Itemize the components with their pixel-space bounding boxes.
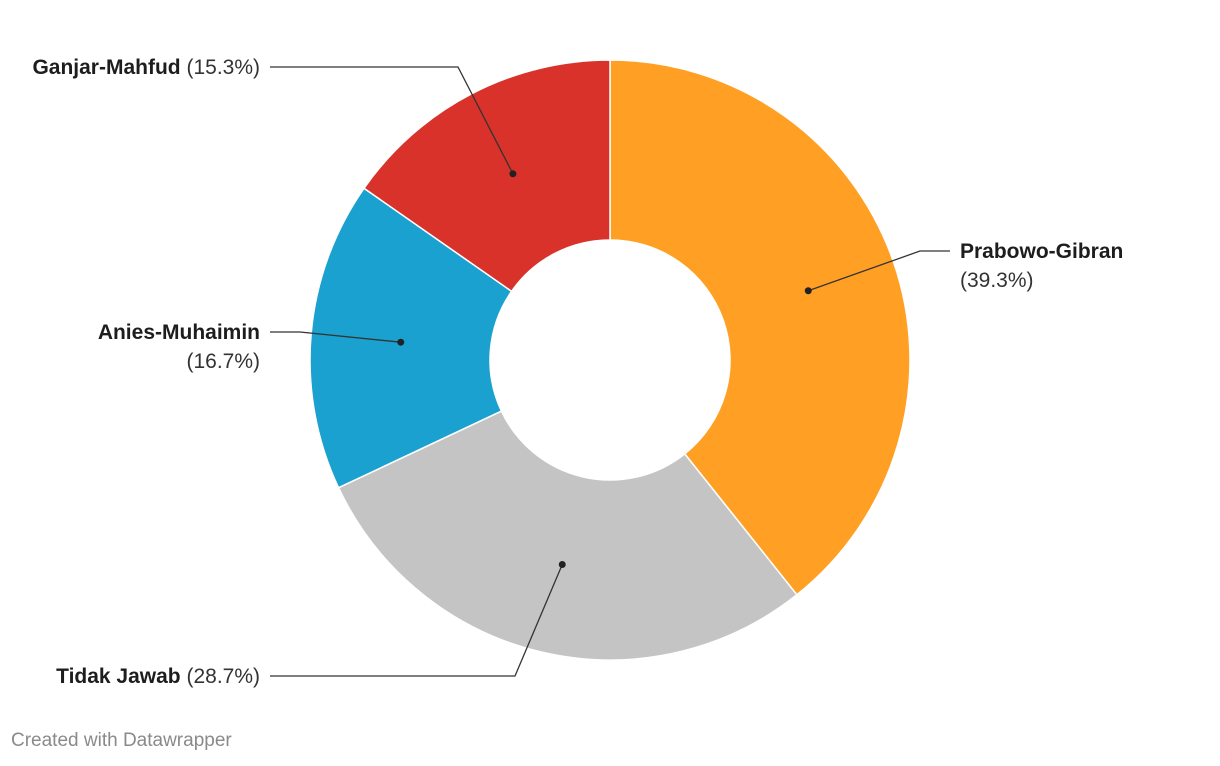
- credit-text: Created with Datawrapper: [11, 730, 232, 751]
- label-name-prabowo-gibran: Prabowo-Gibran: [960, 240, 1123, 263]
- leader-line-tidak-jawab: [270, 564, 563, 677]
- label-value-ganjar-mahfud: (15.3%): [186, 56, 260, 79]
- slice-anies-muhaimin: [309, 187, 513, 489]
- label-tidak-jawab: Tidak Jawab (28.7%): [56, 665, 260, 688]
- leader-dot-tidak-jawab: [558, 561, 566, 569]
- slices-layer: [309, 59, 911, 661]
- leader-line-prabowo-gibran: [808, 250, 950, 292]
- label-value-anies-muhaimin: (16.7%): [186, 350, 260, 373]
- slice-ganjar-mahfud: [362, 59, 611, 293]
- label-name-anies-muhaimin: Anies-Muhaimin: [98, 321, 260, 344]
- label-value-tidak-jawab: (28.7%): [186, 665, 260, 688]
- leader-dot-anies-muhaimin: [397, 338, 405, 346]
- leader-line-ganjar-mahfud: [270, 66, 514, 175]
- leader-dot-prabowo-gibran: [804, 287, 812, 295]
- label-value-prabowo-gibran: (39.3%): [960, 269, 1034, 292]
- labels-layer: Prabowo-Gibran (39.3%) Tidak Jawab (28.7%)…: [32, 56, 1123, 688]
- leader-line-anies-muhaimin: [270, 331, 401, 343]
- leader-dot-ganjar-mahfud: [509, 170, 517, 178]
- slice-prabowo-gibran: [609, 59, 911, 596]
- label-name-ganjar-mahfud: Ganjar-Mahfud: [32, 56, 186, 79]
- label-ganjar-mahfud: Ganjar-Mahfud (15.3%): [32, 56, 260, 79]
- leader-lines-layer: [270, 66, 950, 677]
- label-name-tidak-jawab: Tidak Jawab: [56, 665, 186, 688]
- slice-tidak-jawab: [337, 410, 798, 661]
